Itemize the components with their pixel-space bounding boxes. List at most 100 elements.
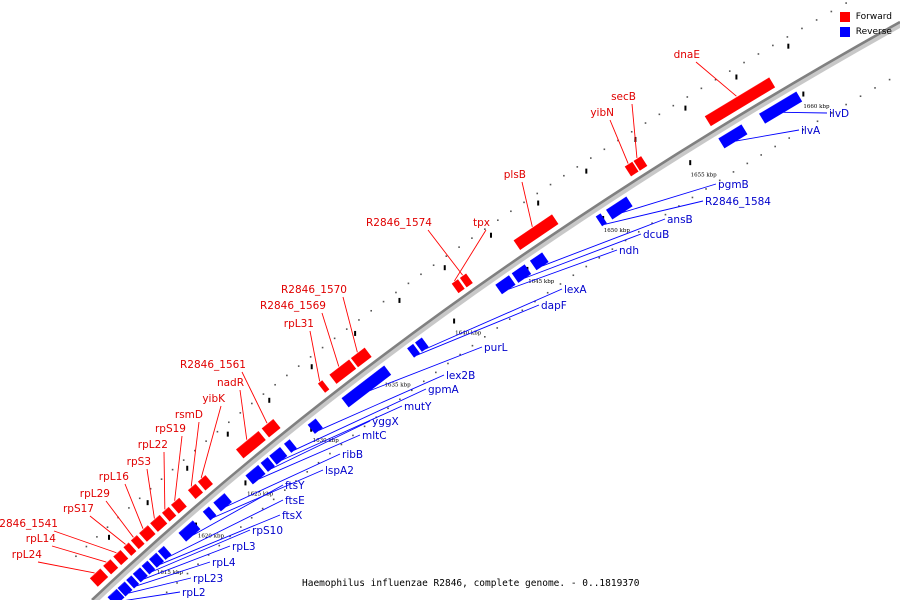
guide-dot [420,273,422,276]
reverse-gene-R2846_1584 [595,211,607,227]
reverse-swatch [839,26,850,37]
reverse-leader [604,200,704,225]
forward-gene-secB [633,154,648,171]
guide-dot [830,112,833,114]
reverse-gene-rpL2 [107,587,125,600]
guide-dot [432,264,435,267]
guide-dot [272,498,275,501]
guide-dot [598,257,601,259]
scale-label: 1615 kbp [157,570,184,576]
forward-gene-yibK [197,473,213,491]
reverse-leader [160,514,281,565]
forward-gene-R2846_1541 [113,548,129,566]
forward-label: rpS17 [63,503,94,515]
guide-dot [297,365,300,367]
guide-dot [859,95,862,98]
minor-tick [537,200,540,206]
forward-leader [124,483,144,529]
reverse-leader [128,577,192,594]
guide-dot [845,2,847,4]
guide-dot [496,327,499,329]
forward-gene-rsmD [187,482,204,499]
scale-label: 1620 kbp [198,534,225,540]
scale-tick [689,160,692,166]
reverse-label: lexA [564,284,587,296]
reverse-label: ansB [667,214,693,226]
forward-leader [321,312,340,367]
guide-dot [274,383,276,386]
reverse-gene-ansB [529,250,549,271]
forward-gene-tpx [451,277,465,294]
guide-dot [534,300,536,303]
guide-dot [445,255,448,257]
forward-leader [190,421,200,487]
forward-label: dnaE [674,49,700,61]
forward-gene-rpS3 [150,513,168,532]
guide-dot [205,440,207,442]
scale-label: 1650 kbp [604,228,631,234]
forward-label: rpS19 [155,423,186,435]
forward-label: R2846_1569 [260,300,326,312]
reverse-label: mltC [362,430,387,442]
forward-leader [146,468,155,519]
guide-dot [508,318,511,320]
forward-label: nadR [217,377,244,389]
guide-dot [664,213,667,216]
guide-dot [96,536,98,538]
guide-dot [447,362,449,365]
guide-dot [194,449,196,452]
legend-reverse-label: Reverse [855,26,892,37]
guide-dot [497,219,499,222]
reverse-gene-ndh [495,273,516,295]
guide-dot [458,246,460,248]
scale-label: 1630 kbp [313,438,340,444]
forward-label: yibK [202,393,226,405]
reverse-gene-ribB [213,491,232,512]
guide-dot [229,535,231,538]
forward-label: R2846_1570 [281,284,347,296]
forward-leader [239,389,248,440]
minor-tick [684,105,687,111]
guide-dot [295,480,297,482]
reverse-gene-ftsE [157,544,172,560]
guide-dot [510,210,512,213]
guide-dot [251,402,253,405]
gene-arrows [89,75,803,600]
guide-dot [651,222,653,225]
minor-tick [398,297,401,303]
forward-leader [454,229,487,282]
guide-dot [471,237,473,239]
guide-dot [630,130,633,133]
reverse-leader [258,434,361,480]
reverse-leader [424,288,563,350]
reverse-label: ftsE [285,495,305,507]
guide-dot [407,282,410,285]
forward-label: plsB [504,169,526,181]
reverse-label: ftsY [285,480,305,492]
forward-leader [37,561,95,574]
forward-label: secB [611,91,636,103]
scale-label: 1635 kbp [385,382,412,388]
forward-leader [174,435,183,501]
guide-dot [617,139,619,142]
reverse-label: ilvA [801,125,821,137]
guide-dot [760,154,762,156]
guide-dot [240,526,242,528]
reverse-label: dapF [541,300,567,312]
guide-dot [435,371,437,374]
reverse-label: mutY [404,401,432,413]
forward-leader [427,229,463,276]
scale-tick [244,480,247,486]
reverse-label: R2846_1584 [705,196,771,208]
forward-gene-R2846_1570 [350,346,372,368]
guide-dot [691,196,694,199]
minor-tick [186,465,189,471]
guide-dot [197,563,199,566]
forward-gene-rpL29 [130,533,145,550]
guide-dot [171,468,174,471]
reverse-label: rpL23 [193,573,223,585]
reverse-gene-rpL23 [117,579,133,597]
reverse-label: ftsX [282,510,302,522]
reverse-gene-rpS10 [141,559,156,575]
guide-dot [732,171,735,173]
